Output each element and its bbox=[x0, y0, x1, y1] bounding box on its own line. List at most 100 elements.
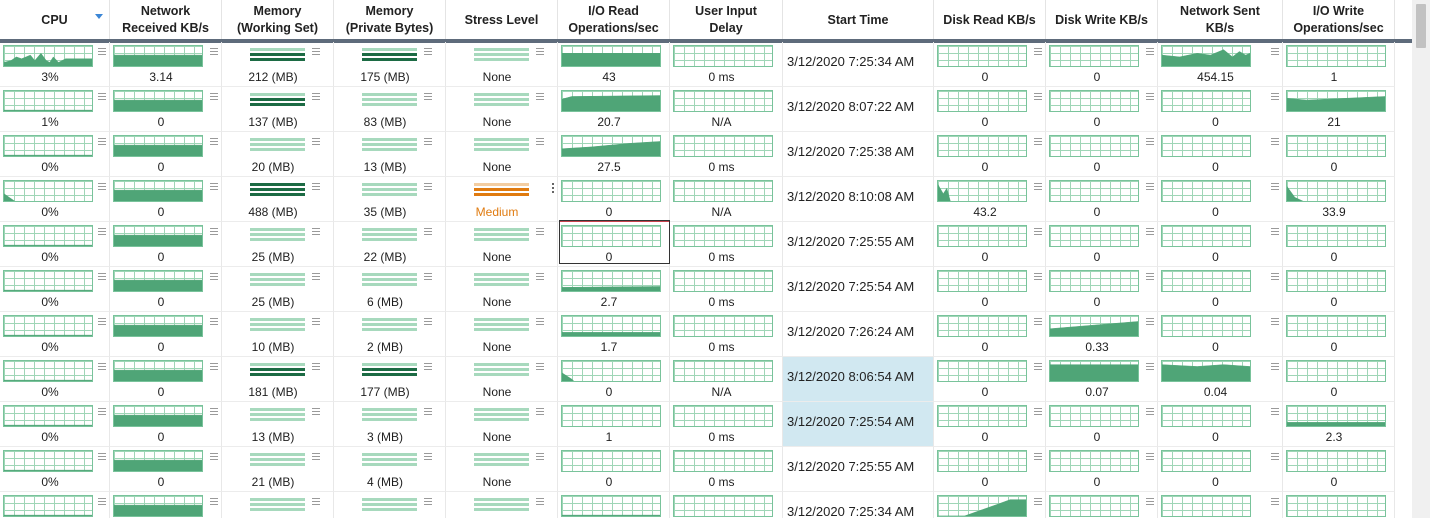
column-menu-icon[interactable] bbox=[536, 48, 544, 56]
cell-io-write[interactable]: 21 bbox=[1283, 87, 1395, 132]
cell-disk-write[interactable] bbox=[1046, 492, 1158, 518]
cell-io-write[interactable] bbox=[1283, 492, 1395, 518]
column-menu-icon[interactable] bbox=[210, 273, 218, 281]
cell-net-sent[interactable]: 0 bbox=[1158, 222, 1283, 267]
column-menu-icon[interactable] bbox=[98, 93, 106, 101]
column-menu-icon[interactable] bbox=[1146, 48, 1154, 56]
cell-io-read[interactable]: 0 bbox=[558, 177, 670, 222]
cell-mem-pb[interactable]: 22 (MB) bbox=[334, 222, 446, 267]
column-menu-icon[interactable] bbox=[210, 93, 218, 101]
cell-mem-ws[interactable] bbox=[222, 492, 334, 518]
column-menu-icon[interactable] bbox=[210, 498, 218, 506]
cell-start[interactable]: 3/12/2020 7:25:34 AM bbox=[783, 492, 934, 518]
column-menu-icon[interactable] bbox=[312, 228, 320, 236]
cell-net-sent[interactable]: 0 bbox=[1158, 267, 1283, 312]
column-menu-icon[interactable] bbox=[1034, 318, 1042, 326]
column-menu-icon[interactable] bbox=[424, 318, 432, 326]
column-menu-icon[interactable] bbox=[1034, 93, 1042, 101]
column-menu-icon[interactable] bbox=[98, 183, 106, 191]
cell-disk-read[interactable]: 0 bbox=[934, 132, 1046, 177]
cell-io-write[interactable]: 33.9 bbox=[1283, 177, 1395, 222]
vertical-menu-icon[interactable] bbox=[552, 183, 554, 193]
column-menu-icon[interactable] bbox=[98, 408, 106, 416]
cell-cpu[interactable]: 3% bbox=[0, 42, 110, 87]
column-menu-icon[interactable] bbox=[1034, 183, 1042, 191]
cell-input-delay[interactable]: 0 ms bbox=[670, 447, 783, 492]
column-header-cpu[interactable]: CPU bbox=[0, 0, 110, 40]
cell-io-read[interactable]: 0 bbox=[558, 447, 670, 492]
cell-cpu[interactable] bbox=[0, 492, 110, 518]
cell-disk-write[interactable]: 0 bbox=[1046, 177, 1158, 222]
column-menu-icon[interactable] bbox=[1034, 408, 1042, 416]
cell-stress[interactable]: None bbox=[446, 267, 558, 312]
cell-input-delay[interactable]: N/A bbox=[670, 87, 783, 132]
cell-stress[interactable]: None bbox=[446, 132, 558, 177]
column-menu-icon[interactable] bbox=[1146, 498, 1154, 506]
cell-mem-ws[interactable]: 212 (MB) bbox=[222, 42, 334, 87]
cell-net-recv[interactable]: 0 bbox=[110, 312, 222, 357]
column-menu-icon[interactable] bbox=[1271, 228, 1279, 236]
cell-net-sent[interactable]: 0 bbox=[1158, 177, 1283, 222]
column-menu-icon[interactable] bbox=[98, 228, 106, 236]
cell-stress[interactable]: Medium bbox=[446, 177, 558, 222]
column-menu-icon[interactable] bbox=[1034, 453, 1042, 461]
cell-io-read[interactable] bbox=[558, 492, 670, 518]
cell-mem-ws[interactable]: 488 (MB) bbox=[222, 177, 334, 222]
column-menu-icon[interactable] bbox=[1271, 138, 1279, 146]
cell-mem-pb[interactable]: 2 (MB) bbox=[334, 312, 446, 357]
cell-mem-pb[interactable]: 4 (MB) bbox=[334, 447, 446, 492]
cell-disk-write[interactable]: 0 bbox=[1046, 447, 1158, 492]
cell-disk-read[interactable]: 0 bbox=[934, 312, 1046, 357]
cell-io-write[interactable]: 0 bbox=[1283, 357, 1395, 402]
cell-cpu[interactable]: 0% bbox=[0, 312, 110, 357]
cell-disk-write[interactable]: 0.07 bbox=[1046, 357, 1158, 402]
cell-disk-read[interactable]: 0 bbox=[934, 42, 1046, 87]
cell-mem-ws[interactable]: 21 (MB) bbox=[222, 447, 334, 492]
column-header-stress[interactable]: Stress Level bbox=[446, 0, 558, 40]
column-menu-icon[interactable] bbox=[424, 48, 432, 56]
cell-net-recv[interactable]: 3.14 bbox=[110, 42, 222, 87]
table-row[interactable]: 0% 0 13 (MB) 3 (MB) None 1 0 ms 3/12/2020 7:25:… bbox=[0, 402, 1412, 447]
cell-stress[interactable]: None bbox=[446, 357, 558, 402]
column-menu-icon[interactable] bbox=[424, 273, 432, 281]
cell-disk-write[interactable]: 0 bbox=[1046, 267, 1158, 312]
column-menu-icon[interactable] bbox=[1271, 273, 1279, 281]
column-menu-icon[interactable] bbox=[1146, 138, 1154, 146]
column-menu-icon[interactable] bbox=[312, 498, 320, 506]
cell-stress[interactable]: None bbox=[446, 87, 558, 132]
cell-io-read[interactable]: 20.7 bbox=[558, 87, 670, 132]
cell-disk-read[interactable]: 0 bbox=[934, 357, 1046, 402]
cell-mem-pb[interactable]: 83 (MB) bbox=[334, 87, 446, 132]
column-menu-icon[interactable] bbox=[424, 363, 432, 371]
cell-start[interactable]: 3/12/2020 7:25:55 AM bbox=[783, 222, 934, 267]
column-menu-icon[interactable] bbox=[1271, 318, 1279, 326]
column-header-mem-pb[interactable]: Memory (Private Bytes) bbox=[334, 0, 446, 40]
column-menu-icon[interactable] bbox=[98, 48, 106, 56]
cell-net-recv[interactable]: 0 bbox=[110, 222, 222, 267]
cell-io-write[interactable]: 0 bbox=[1283, 132, 1395, 177]
column-menu-icon[interactable] bbox=[1146, 228, 1154, 236]
column-menu-icon[interactable] bbox=[424, 93, 432, 101]
cell-io-read[interactable]: 2.7 bbox=[558, 267, 670, 312]
scrollbar-thumb[interactable] bbox=[1416, 4, 1426, 48]
column-menu-icon[interactable] bbox=[536, 273, 544, 281]
cell-disk-write[interactable]: 0 bbox=[1046, 87, 1158, 132]
cell-mem-pb[interactable]: 35 (MB) bbox=[334, 177, 446, 222]
cell-net-recv[interactable]: 0 bbox=[110, 87, 222, 132]
cell-io-read[interactable]: 1 bbox=[558, 402, 670, 447]
cell-disk-read[interactable]: 0 bbox=[934, 87, 1046, 132]
cell-input-delay[interactable]: N/A bbox=[670, 177, 783, 222]
column-menu-icon[interactable] bbox=[210, 363, 218, 371]
column-menu-icon[interactable] bbox=[424, 138, 432, 146]
column-menu-icon[interactable] bbox=[98, 363, 106, 371]
column-menu-icon[interactable] bbox=[536, 93, 544, 101]
table-row[interactable]: 0% 0 25 (MB) 22 (MB) None 0 0 ms 3/12/2020 7:25… bbox=[0, 222, 1412, 267]
cell-disk-write[interactable]: 0.33 bbox=[1046, 312, 1158, 357]
column-menu-icon[interactable] bbox=[312, 408, 320, 416]
column-menu-icon[interactable] bbox=[1146, 93, 1154, 101]
cell-input-delay[interactable]: 0 ms bbox=[670, 222, 783, 267]
table-row[interactable]: 3% 3.14 212 (MB) 175 (MB) None 43 0 ms 3/12/202… bbox=[0, 42, 1412, 87]
cell-disk-write[interactable]: 0 bbox=[1046, 132, 1158, 177]
column-menu-icon[interactable] bbox=[424, 408, 432, 416]
column-menu-icon[interactable] bbox=[312, 318, 320, 326]
